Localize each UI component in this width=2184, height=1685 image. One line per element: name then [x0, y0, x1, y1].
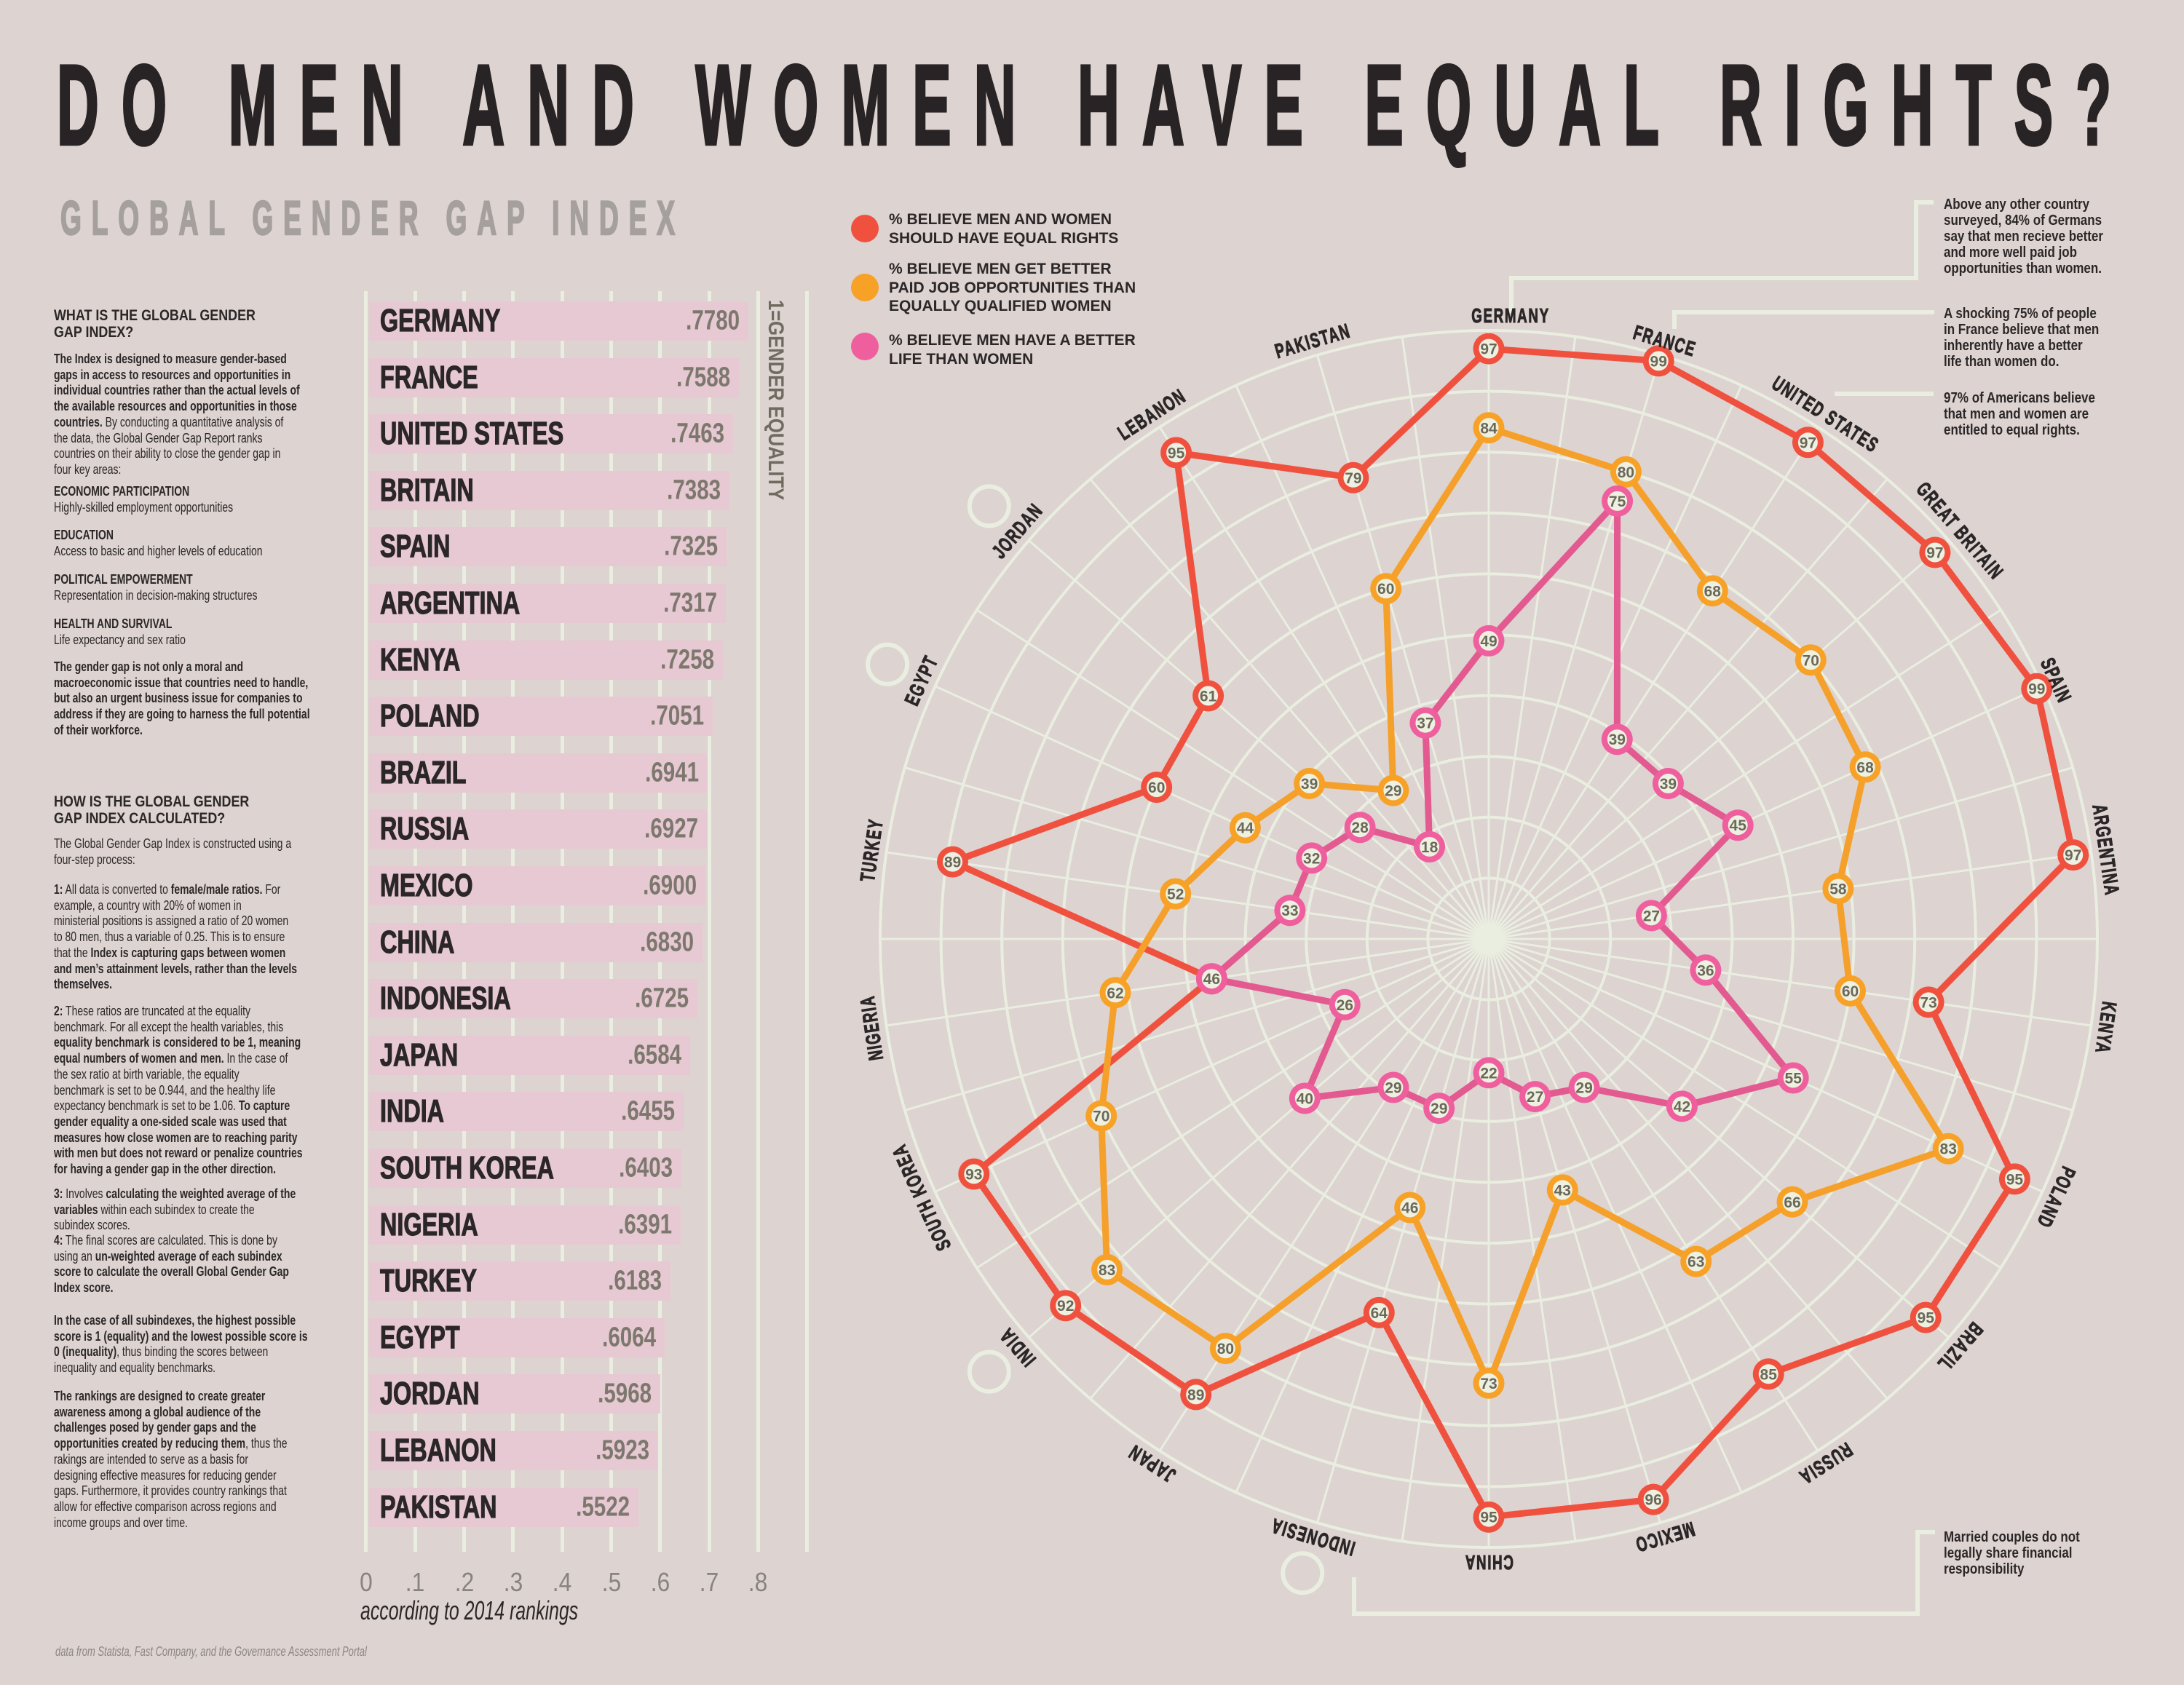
svg-text:39: 39 [1660, 776, 1677, 793]
svg-text:95: 95 [2006, 1171, 2024, 1188]
svg-text:45: 45 [1730, 817, 1747, 834]
svg-text:27: 27 [1527, 1089, 1543, 1106]
svg-text:49: 49 [1480, 633, 1497, 650]
svg-text:27: 27 [1643, 908, 1660, 924]
svg-text:68: 68 [1856, 759, 1874, 776]
svg-text:28: 28 [1351, 820, 1369, 836]
svg-text:63: 63 [1688, 1254, 1704, 1271]
svg-text:60: 60 [1842, 983, 1859, 1000]
svg-text:29: 29 [1575, 1080, 1592, 1097]
svg-text:INDIA: INDIA [995, 1323, 1041, 1371]
svg-text:95: 95 [1168, 445, 1185, 461]
svg-text:CHINA: CHINA [1464, 1550, 1514, 1574]
svg-text:95: 95 [1918, 1310, 1935, 1327]
svg-text:89: 89 [1187, 1387, 1204, 1403]
svg-text:99: 99 [2028, 681, 2045, 698]
svg-text:70: 70 [1803, 652, 1819, 669]
svg-text:68: 68 [1704, 583, 1722, 600]
svg-text:96: 96 [1645, 1492, 1661, 1509]
svg-text:73: 73 [1480, 1376, 1497, 1392]
svg-text:64: 64 [1371, 1305, 1388, 1322]
svg-text:UNITED STATES: UNITED STATES [1768, 372, 1883, 457]
svg-text:ARGENTINA: ARGENTINA [2087, 803, 2123, 897]
svg-text:93: 93 [965, 1167, 982, 1184]
svg-text:80: 80 [1217, 1341, 1234, 1357]
svg-text:60: 60 [1377, 581, 1394, 598]
svg-text:95: 95 [1480, 1510, 1497, 1526]
svg-text:84: 84 [1480, 420, 1497, 437]
svg-text:55: 55 [1785, 1071, 1803, 1087]
svg-text:97: 97 [2065, 847, 2081, 864]
svg-text:26: 26 [1337, 997, 1353, 1014]
svg-text:89: 89 [944, 855, 961, 871]
svg-text:33: 33 [1281, 903, 1298, 919]
svg-text:39: 39 [1301, 776, 1318, 793]
svg-text:42: 42 [1674, 1098, 1690, 1115]
svg-text:29: 29 [1385, 783, 1401, 800]
svg-text:80: 80 [1618, 464, 1634, 481]
svg-text:36: 36 [1697, 962, 1714, 979]
svg-text:73: 73 [1920, 994, 1936, 1011]
svg-text:83: 83 [1099, 1262, 1115, 1279]
svg-text:83: 83 [1940, 1141, 1957, 1158]
svg-text:44: 44 [1237, 820, 1254, 837]
svg-text:52: 52 [1167, 887, 1184, 903]
svg-text:97: 97 [1480, 341, 1497, 358]
svg-text:GREAT BRITAIN: GREAT BRITAIN [1912, 478, 2009, 584]
svg-text:92: 92 [1057, 1298, 1074, 1315]
svg-text:75: 75 [1609, 493, 1626, 510]
svg-text:43: 43 [1554, 1182, 1571, 1199]
svg-text:46: 46 [1401, 1200, 1418, 1217]
svg-text:99: 99 [1650, 353, 1667, 370]
svg-text:58: 58 [1829, 881, 1847, 898]
svg-text:79: 79 [1345, 470, 1361, 487]
svg-text:32: 32 [1303, 850, 1320, 867]
svg-text:22: 22 [1480, 1065, 1497, 1082]
svg-text:18: 18 [1421, 839, 1439, 856]
svg-text:61: 61 [1200, 689, 1217, 705]
svg-text:62: 62 [1107, 985, 1123, 1002]
svg-text:29: 29 [1385, 1080, 1401, 1097]
svg-text:GERMANY: GERMANY [1471, 304, 1550, 328]
svg-text:70: 70 [1093, 1109, 1109, 1125]
svg-text:60: 60 [1148, 780, 1165, 796]
svg-text:66: 66 [1784, 1194, 1800, 1211]
svg-text:46: 46 [1203, 971, 1220, 988]
svg-text:85: 85 [1760, 1366, 1778, 1383]
svg-text:97: 97 [1800, 435, 1816, 451]
svg-text:37: 37 [1417, 715, 1433, 732]
svg-text:29: 29 [1431, 1101, 1447, 1117]
svg-text:40: 40 [1297, 1091, 1313, 1108]
svg-text:97: 97 [1926, 545, 1943, 562]
svg-text:39: 39 [1609, 732, 1626, 748]
